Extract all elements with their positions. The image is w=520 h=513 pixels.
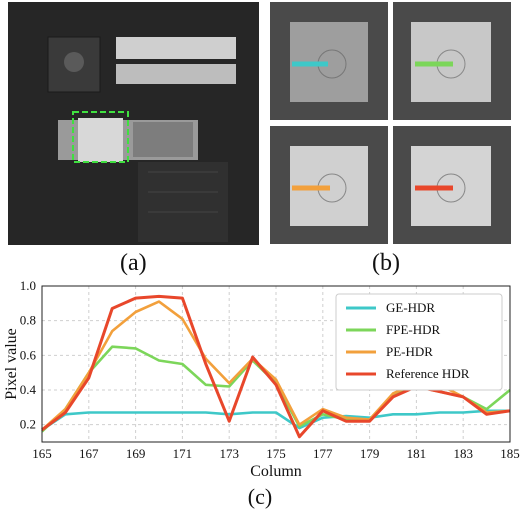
- series-line-ge-hdr: [41, 409, 510, 431]
- crop-highlight-box: [72, 111, 129, 163]
- x-tick-label: 181: [407, 446, 427, 461]
- legend-label: PE-HDR: [386, 344, 433, 359]
- panel-b-label: (b): [372, 250, 400, 276]
- panel-a-photo: [8, 2, 259, 245]
- x-tick-label: 177: [313, 446, 333, 461]
- x-tick-label: 169: [126, 446, 146, 461]
- y-axis-title: Pixel value: [3, 328, 20, 400]
- x-tick-label: 179: [360, 446, 380, 461]
- pixel-value-chart: 165 167 169 171 173 175 177 179 181 183 185 0.2 0.4 0…: [3, 278, 520, 509]
- panel-c-label: (c): [248, 484, 272, 509]
- panel-b-crop-1: [270, 2, 388, 120]
- x-tick-label: 171: [173, 446, 193, 461]
- legend-box: [335, 293, 503, 391]
- y-tick-label: 0.4: [20, 382, 37, 397]
- y-tick-label: 0.8: [20, 313, 36, 328]
- tick-layer: 165 167 169 171 173 175 177 179 181 183 185 0.2 0.4 0…: [20, 278, 520, 461]
- panel-a-scene: [8, 2, 259, 245]
- x-tick-label: 167: [79, 446, 99, 461]
- plot-frame: [41, 285, 511, 443]
- x-tick-label: 175: [266, 446, 286, 461]
- x-tick-label: 173: [219, 446, 239, 461]
- x-axis-title: Column: [250, 463, 302, 480]
- panel-b-crop-4: [393, 126, 511, 244]
- y-tick-label: 0.6: [20, 347, 37, 362]
- legend: GE-HDR FPE-HDR PE-HDR Reference HDR: [335, 293, 503, 391]
- y-tick-label: 1.0: [20, 278, 36, 293]
- panel-b-crop-2: [393, 2, 511, 120]
- x-tick-label: 183: [453, 446, 473, 461]
- legend-label: Reference HDR: [386, 366, 470, 381]
- x-tick-label: 165: [32, 446, 52, 461]
- x-tick-label: 185: [500, 446, 520, 461]
- panel-a-label: (a): [120, 250, 147, 276]
- legend-label: GE-HDR: [386, 300, 435, 315]
- legend-label: FPE-HDR: [386, 322, 441, 337]
- y-tick-label: 0.2: [20, 417, 36, 432]
- panel-b-crop-3: [270, 126, 388, 244]
